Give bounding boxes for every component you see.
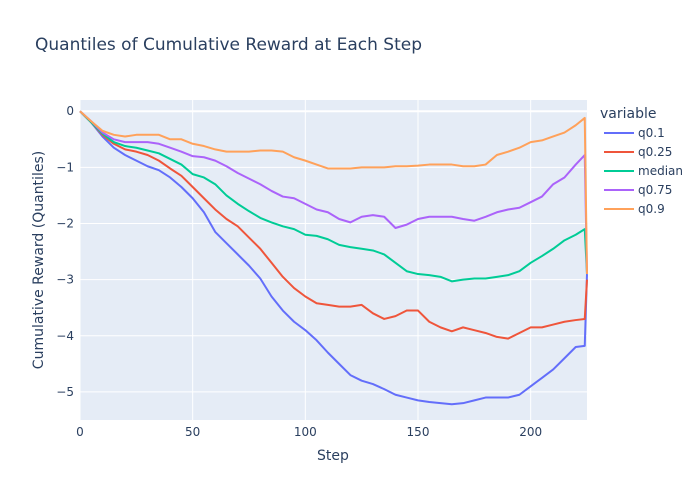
- series-layer: [79, 110, 588, 406]
- legend-label: q0.75: [638, 183, 672, 197]
- series-line-q0-1: [79, 110, 588, 406]
- legend-item: q0.25: [604, 145, 672, 159]
- y-tick-label: −1: [56, 160, 74, 174]
- grid-layer: [79, 100, 587, 420]
- y-tick-label: −4: [56, 329, 74, 343]
- legend-item: q0.75: [604, 183, 672, 197]
- series-line-q0-25: [79, 110, 588, 340]
- legend-item: q0.9: [604, 202, 665, 216]
- x-tick-label: 50: [185, 425, 200, 439]
- y-tick-label: −5: [56, 385, 74, 399]
- chart-title: Quantiles of Cumulative Reward at Each S…: [35, 35, 422, 55]
- series-line-q0-75: [79, 110, 588, 275]
- legend-label: q0.1: [638, 126, 665, 140]
- series-line-q0-9: [79, 110, 588, 275]
- legend-label: q0.25: [638, 145, 672, 159]
- legend: variable q0.1 q0.25 median q0.75 q0.9: [600, 106, 683, 216]
- legend-items: q0.1 q0.25 median q0.75 q0.9: [604, 126, 683, 216]
- x-tick-label: 150: [407, 425, 430, 439]
- x-axis-label: Step: [317, 448, 349, 464]
- tick-layer: 0 50 100 150 200 0 −1 −2 −3 −4 −5: [56, 104, 542, 439]
- y-tick-label: 0: [66, 104, 74, 118]
- legend-label: q0.9: [638, 202, 665, 216]
- y-tick-label: −3: [56, 273, 74, 287]
- x-tick-label: 200: [519, 425, 542, 439]
- legend-item: q0.1: [604, 126, 665, 140]
- legend-item: median: [604, 164, 683, 178]
- x-tick-label: 0: [76, 425, 84, 439]
- series-line-median: [79, 110, 588, 283]
- x-tick-label: 100: [294, 425, 317, 439]
- legend-label: median: [638, 164, 683, 178]
- legend-title: variable: [600, 106, 656, 122]
- y-tick-label: −2: [56, 217, 74, 231]
- y-axis-label: Cumulative Reward (Quantiles): [31, 151, 47, 369]
- plot-area: [80, 100, 587, 420]
